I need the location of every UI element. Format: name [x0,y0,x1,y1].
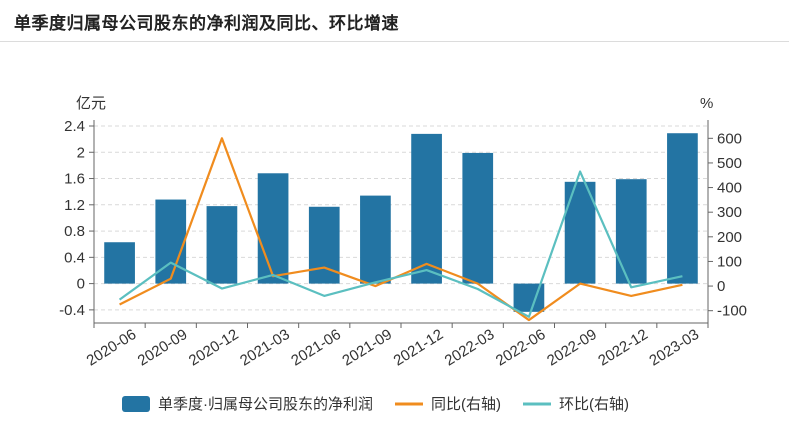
line-series [118,137,683,322]
x-tick-label: 2022-12 [595,326,651,370]
bar-2021-12 [411,133,442,284]
right-tick-label: 0 [717,278,725,295]
bar-2022-03 [462,152,494,284]
right-tick-label: 200 [717,229,742,246]
x-tick-label: 2020-09 [135,326,191,370]
legend-swatch-bar [122,396,150,412]
x-tick-label: 2021-09 [339,326,395,370]
x-tick-label: 2022-03 [442,326,498,370]
left-tick-label: 0.4 [64,249,85,266]
x-tick-label: 2023-03 [646,326,702,370]
bar-2023-03 [667,133,698,284]
chart-header: 单季度归属母公司股东的净利润及同比、环比增速 [0,0,789,42]
legend-label-2: 同比(右轴) [431,396,501,413]
bar-2021-09 [360,195,391,284]
right-tick-label: 400 [717,180,742,197]
x-tick-label: 2022-06 [493,326,549,370]
left-tick-label: 0.8 [64,223,85,240]
x-tick-label: 2022-09 [544,326,600,370]
bar-2020-12 [206,206,238,284]
left-tick-label: 2 [77,144,85,161]
legend: 单季度·归属母公司股东的净利润 同比(右轴) 环比(右轴) [122,396,629,413]
right-tick-label: 300 [717,204,742,221]
bar-series [104,133,698,312]
x-tick-label: 2020-06 [84,326,140,370]
legend-label-1: 单季度·归属母公司股东的净利润 [158,396,373,413]
bar-2022-12 [615,179,647,284]
right-tick-label: -100 [717,303,747,320]
x-tick-label: 2020-12 [186,326,242,370]
x-tick-label: 2021-06 [288,326,344,370]
left-tick-label: 0 [77,276,85,293]
line-series-2 [118,170,683,318]
right-tick-label: 600 [717,130,742,147]
line-series-1 [119,137,683,322]
left-tick-label: 1.6 [64,171,85,188]
left-tick-label: 2.4 [64,118,85,135]
right-tick-label: 100 [717,253,742,270]
x-tick-label: 2021-03 [237,326,293,370]
left-tick-label: 1.2 [64,197,85,214]
x-tick-label: 2021-12 [391,326,447,370]
right-tick-label: 500 [717,155,742,172]
bar-2020-06 [104,242,135,284]
legend-label-3: 环比(右轴) [559,396,629,413]
right-axis-unit: % [700,95,713,112]
left-axis-unit: 亿元 [76,95,106,112]
bar-2021-03 [257,173,289,284]
left-tick-label: -0.4 [59,302,85,319]
chart-title: 单季度归属母公司股东的净利润及同比、环比增速 [14,14,399,33]
